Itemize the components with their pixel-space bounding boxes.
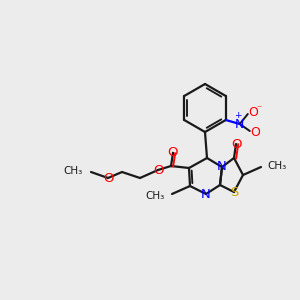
Text: O: O bbox=[103, 172, 113, 184]
Text: ⁻: ⁻ bbox=[256, 104, 261, 114]
Text: CH₃: CH₃ bbox=[146, 191, 165, 201]
Text: CH₃: CH₃ bbox=[267, 161, 286, 171]
Text: O: O bbox=[248, 106, 258, 119]
Text: N: N bbox=[201, 188, 211, 200]
Text: S: S bbox=[230, 185, 238, 199]
Text: O: O bbox=[231, 137, 241, 151]
Text: +: + bbox=[234, 110, 242, 119]
Text: O: O bbox=[250, 125, 260, 139]
Text: N: N bbox=[217, 160, 227, 173]
Text: O: O bbox=[168, 146, 178, 160]
Text: CH₃: CH₃ bbox=[64, 166, 83, 176]
Text: O: O bbox=[153, 164, 163, 176]
Text: N: N bbox=[235, 118, 244, 130]
